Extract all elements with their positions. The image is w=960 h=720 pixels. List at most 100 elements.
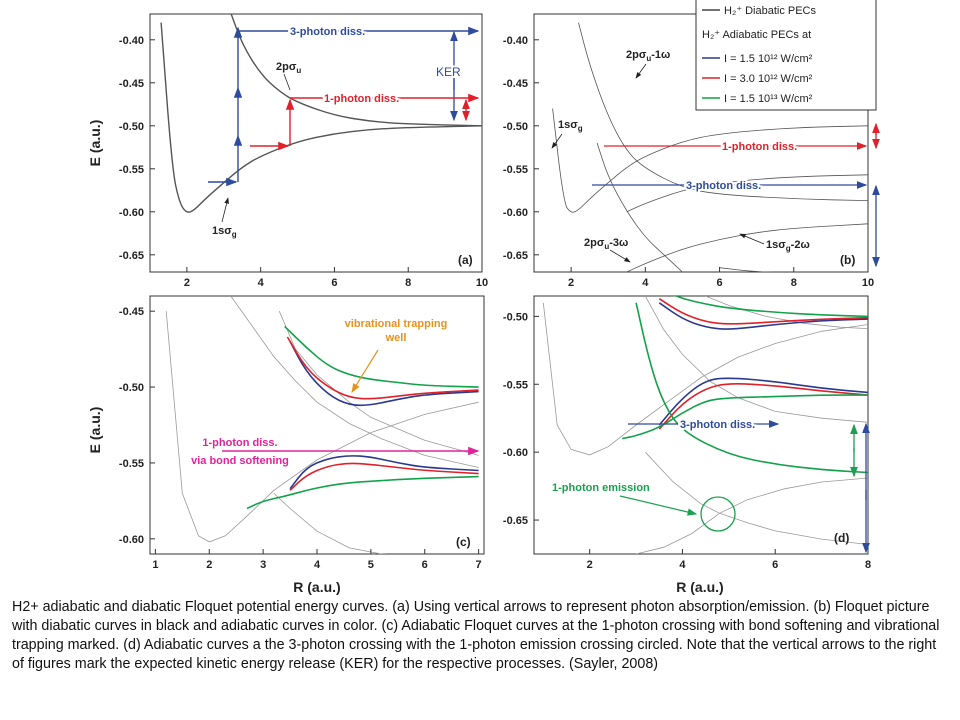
panel-c-xtick-label-1: 2 bbox=[206, 559, 212, 571]
panel-c-diabatic-bg-3 bbox=[273, 493, 388, 554]
panel-c-ytick-label-2: -0.55 bbox=[119, 458, 144, 470]
panel-d-series-4 bbox=[658, 383, 868, 430]
panel-a-ytick-label-5: -0.65 bbox=[119, 250, 144, 262]
panel-c-series-1 bbox=[286, 336, 479, 400]
panel-d-ytick-label-3: -0.65 bbox=[503, 515, 528, 527]
panel-b-ytick-label-5: -0.65 bbox=[503, 250, 528, 262]
panel-c-diabatic-bg-1 bbox=[230, 296, 479, 468]
panel-c-series-4 bbox=[289, 462, 479, 491]
panel-c-xtick-label-6: 7 bbox=[476, 559, 482, 571]
panel-d-xtick-label-1: 4 bbox=[679, 559, 686, 571]
panel-b-series-1 bbox=[578, 22, 868, 201]
panel-a-frame bbox=[149, 13, 483, 273]
legend-blue: I = 1.5 10¹² W/cm² bbox=[724, 53, 813, 65]
a-label-1ph: 1-photon diss. bbox=[324, 93, 399, 105]
panel-d-series-3 bbox=[658, 377, 868, 426]
panel-a-xtick-label-0: 2 bbox=[184, 277, 190, 289]
panel-b-xtick-label-2: 6 bbox=[716, 277, 722, 289]
panel-b-xtick-label-0: 2 bbox=[568, 277, 574, 289]
panel-d-xtick-label-3: 8 bbox=[865, 559, 871, 571]
panel-a-xtick-label-4: 10 bbox=[476, 277, 488, 289]
figure-caption: H2+ adiabatic and diabatic Floquet poten… bbox=[12, 599, 940, 672]
panel-a-label: (a) bbox=[458, 253, 473, 267]
panel-c-diabatic-bg-0 bbox=[165, 311, 479, 543]
a-label-1ssg: 1sσg bbox=[212, 225, 237, 239]
panel-c-ylabel: E (a.u.) bbox=[87, 407, 103, 454]
d-label-3ph: 3-photon diss. bbox=[680, 419, 755, 431]
b-label-1ssg: 1sσg bbox=[558, 119, 583, 133]
panel-c-diabatic-bg-2 bbox=[278, 311, 479, 456]
panel-b: 2 4 6 8 10 -0.40 -0.45 -0.50 -0.55 -0.60 -0.65 (b)… bbox=[503, 0, 880, 289]
panel-a-ytick-label-3: -0.55 bbox=[119, 164, 144, 176]
panel-c-ytick-label-3: -0.60 bbox=[119, 534, 144, 546]
panel-c-xlabel: R (a.u.) bbox=[293, 579, 340, 595]
panel-c-xtick-label-3: 4 bbox=[314, 559, 321, 571]
panel-b-ytick-label-4: -0.60 bbox=[503, 207, 528, 219]
c-label-trapping-1: vibrational trapping bbox=[345, 318, 448, 330]
panel-b-label: (b) bbox=[840, 253, 855, 267]
panel-a-ytick-label-2: -0.50 bbox=[119, 121, 144, 133]
panel-d: 2 4 6 8 -0.50 -0.55 -0.60 -0.65 R (a.u.) (d) 3-… bbox=[503, 295, 871, 595]
panel-d-label: (d) bbox=[834, 531, 849, 545]
panel-b-ytick-label-1: -0.45 bbox=[503, 78, 528, 90]
b-label-1ph: 1-photon diss. bbox=[722, 141, 797, 153]
panel-b-ytick-label-3: -0.55 bbox=[503, 164, 528, 176]
panel-c-xtick-label-0: 1 bbox=[152, 559, 158, 571]
panel-d-diabatic-bg-1 bbox=[644, 296, 868, 423]
panel-a-xtick-label-3: 8 bbox=[405, 277, 411, 289]
panel-c-label: (c) bbox=[456, 535, 471, 549]
panel-c-series-3 bbox=[289, 455, 479, 490]
panel-d-series-5 bbox=[621, 394, 868, 440]
panel-c-series-5 bbox=[246, 475, 479, 510]
panel-c-series-2 bbox=[284, 325, 479, 388]
a-pointer-2psu bbox=[283, 73, 291, 91]
panel-d-curves bbox=[542, 296, 868, 554]
panel-b-series-4 bbox=[626, 174, 868, 213]
b-label-3ph: 3-photon diss. bbox=[686, 180, 761, 192]
panel-c-ytick-label-1: -0.50 bbox=[119, 382, 144, 394]
panel-a-ticks: 2 4 6 8 10 -0.40 -0.45 -0.50 -0.55 -0.60 -0.65 bbox=[119, 35, 488, 289]
panel-d-xtick-label-0: 2 bbox=[587, 559, 593, 571]
d-arrow-emission bbox=[619, 495, 698, 516]
panel-b-ytick-label-0: -0.40 bbox=[503, 35, 528, 47]
panel-a-ytick-label-4: -0.60 bbox=[119, 207, 144, 219]
panel-c-series-0 bbox=[289, 341, 479, 407]
legend: H₂⁺ Diabatic PECs H₂⁺ Adiabatic PECs at … bbox=[695, 0, 877, 111]
panel-d-diabatic-bg-0 bbox=[542, 302, 868, 456]
panel-b-curves bbox=[552, 22, 868, 272]
panel-a-ytick-label-0: -0.40 bbox=[119, 35, 144, 47]
panel-c-xtick-label-4: 5 bbox=[368, 559, 374, 571]
panel-c-curves bbox=[165, 296, 479, 554]
legend-box bbox=[695, 0, 877, 111]
panel-c-frame bbox=[149, 295, 485, 555]
panel-d-diabatic-bg-4 bbox=[705, 296, 868, 329]
c-arrow-trapping bbox=[351, 349, 379, 394]
panel-c-ticks: 1 2 3 4 5 6 7 -0.45 -0.50 -0.55 -0.60 bbox=[119, 306, 482, 571]
panel-d-ytick-label-2: -0.60 bbox=[503, 447, 528, 459]
legend-green: I = 1.5 10¹³ W/cm² bbox=[724, 93, 813, 105]
c-label-1ph-1: 1-photon diss. bbox=[202, 437, 277, 449]
panel-b-series-3 bbox=[626, 223, 868, 272]
panel-a-ytick-label-1: -0.45 bbox=[119, 78, 144, 90]
panel-c-xtick-label-2: 3 bbox=[260, 559, 266, 571]
b-pointer-1ssg bbox=[551, 133, 563, 149]
panel-a: 2 4 6 8 10 -0.40 -0.45 -0.50 -0.55 -0.60 -0.65 E (… bbox=[87, 13, 488, 289]
panel-d-diabatic-bg-3 bbox=[645, 451, 868, 545]
panel-d-ytick-label-1: -0.55 bbox=[503, 379, 528, 391]
panel-a-curves bbox=[160, 14, 482, 213]
panel-b-series-5 bbox=[719, 267, 776, 272]
b-label-2psu-3w: 2pσu-3ω bbox=[584, 237, 628, 251]
c-label-1ph-2: via bond softening bbox=[191, 455, 289, 467]
panel-a-ylabel: E (a.u.) bbox=[87, 120, 103, 167]
b-pointer-2psu-3w bbox=[609, 249, 631, 263]
panel-d-xtick-label-2: 6 bbox=[772, 559, 778, 571]
panel-a-xtick-label-2: 6 bbox=[331, 277, 337, 289]
legend-red: I = 3.0 10¹² W/cm² bbox=[724, 73, 813, 85]
a-label-3ph: 3-photon diss. bbox=[290, 26, 365, 38]
panel-b-series-0 bbox=[552, 108, 868, 213]
b-pointer-1ssg-2w bbox=[739, 233, 765, 245]
panel-b-ytick-label-2: -0.50 bbox=[503, 121, 528, 133]
b-pointer-2psu-1w bbox=[635, 63, 647, 79]
b-label-2psu-1w: 2pσu-1ω bbox=[626, 49, 670, 63]
panel-c-ytick-label-0: -0.45 bbox=[119, 306, 144, 318]
